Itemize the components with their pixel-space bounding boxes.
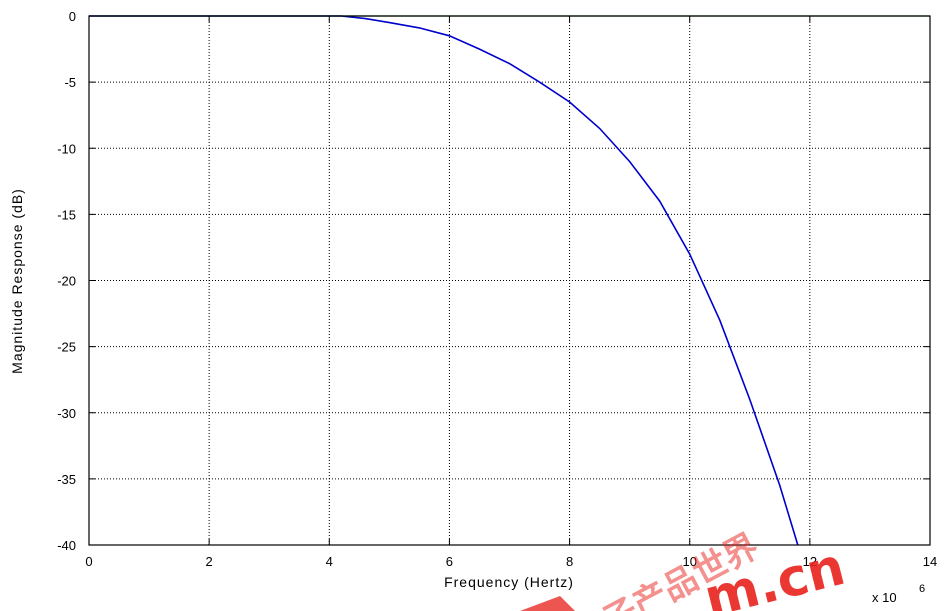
series-line-1 [89, 15, 799, 546]
x-scale-exponent: 6 [919, 583, 925, 595]
y-tick-label: -30 [57, 406, 76, 421]
x-tick-label: 0 [85, 554, 92, 569]
y-ticks: 0 -5 -10 -15 -20 -25 -30 -35 -40 [57, 9, 930, 553]
y-tick-label: -40 [57, 538, 76, 553]
x-tick-label: 2 [206, 554, 213, 569]
y-tick-label: -10 [57, 141, 76, 156]
x-tick-label: 14 [923, 554, 937, 569]
y-tick-label: 0 [69, 9, 76, 24]
y-axis-label: Magnitude Response (dB) [9, 188, 25, 374]
x-tick-label: 6 [446, 554, 453, 569]
y-tick-label: -15 [57, 207, 76, 222]
grid [89, 16, 930, 545]
x-tick-label: 10 [682, 554, 696, 569]
y-tick-label: -20 [57, 274, 76, 289]
x-tick-label: 12 [803, 554, 817, 569]
x-tick-label: 8 [566, 554, 573, 569]
x-axis-label: Frequency (Hertz) [444, 574, 574, 590]
y-tick-label: -35 [57, 472, 76, 487]
x-tick-label: 4 [326, 554, 333, 569]
x-ticks: 0 2 4 6 8 10 12 14 [85, 16, 937, 569]
y-tick-label: -5 [64, 75, 76, 90]
y-tick-label: -25 [57, 340, 76, 355]
watermark-logo-shape [520, 596, 575, 611]
x-scale-multiplier: x 10 [872, 590, 897, 605]
